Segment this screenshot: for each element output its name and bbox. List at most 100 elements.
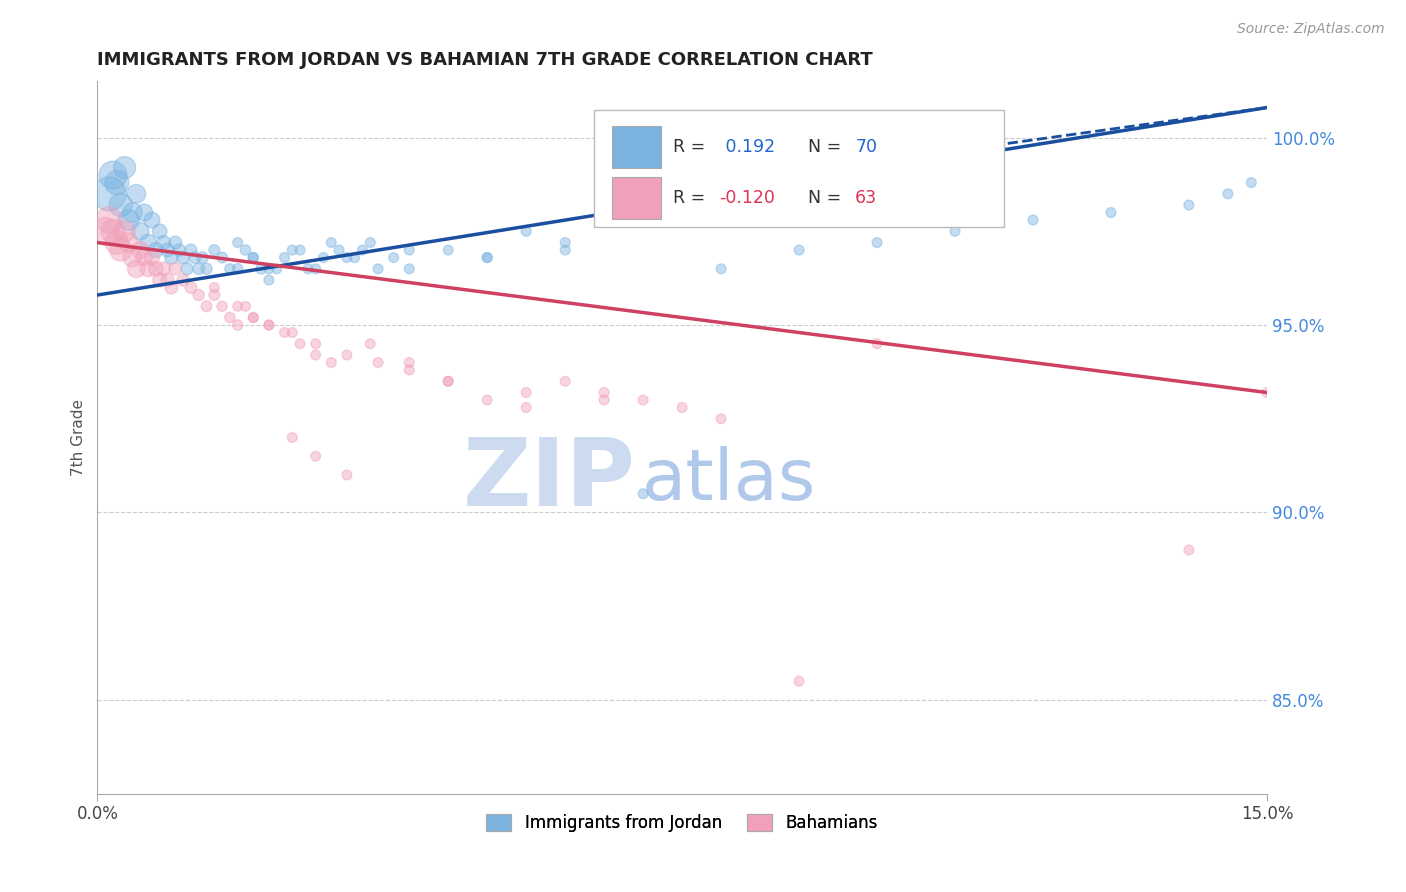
Point [160,251,183,265]
Point [165,261,187,276]
Point [110,198,132,212]
Point [515,401,537,415]
Point [180,243,202,257]
Text: IMMIGRANTS FROM JORDAN VS BAHAMIAN 7TH GRADE CORRELATION CHART: IMMIGRANTS FROM JORDAN VS BAHAMIAN 7TH G… [97,51,873,69]
Point [477,392,499,407]
Point [242,310,264,325]
Point [202,288,225,302]
Point [134,205,156,219]
Point [1216,186,1239,201]
Point [328,243,350,257]
Point [176,261,198,276]
Point [121,251,143,265]
Point [359,336,381,351]
Y-axis label: 7th Grade: 7th Grade [72,399,86,476]
Point [187,261,209,276]
Point [160,280,183,294]
Point [136,261,159,276]
Point [257,273,280,287]
Point [1240,176,1263,190]
Text: 63: 63 [855,188,877,207]
Point [398,243,420,257]
Point [257,318,280,332]
Text: N =: N = [797,137,846,156]
Text: Source: ZipAtlas.com: Source: ZipAtlas.com [1237,22,1385,37]
Point [117,213,139,227]
Point [235,243,257,257]
Point [114,224,136,238]
Point [156,243,179,257]
Point [129,224,152,238]
Point [195,299,218,313]
Point [242,251,264,265]
Point [321,235,343,250]
Point [202,280,225,294]
Point [398,261,420,276]
Point [172,251,194,265]
Point [167,243,190,257]
Point [211,251,233,265]
Point [202,243,225,257]
Point [281,430,304,444]
Text: 70: 70 [855,137,877,156]
Point [257,318,280,332]
FancyBboxPatch shape [612,177,661,219]
FancyBboxPatch shape [612,126,661,168]
Point [1256,385,1278,400]
Point [242,310,264,325]
Point [787,674,810,689]
Point [191,251,214,265]
Point [145,243,167,257]
Point [101,168,124,182]
Point [866,235,889,250]
Point [305,449,328,463]
Point [180,280,202,294]
Point [943,224,966,238]
Point [398,355,420,369]
Point [437,374,460,388]
Point [226,299,249,313]
Point [98,186,121,201]
Point [110,243,132,257]
Point [149,224,172,238]
Point [184,251,207,265]
Text: R =: R = [672,188,710,207]
Point [94,224,117,238]
Text: R =: R = [672,137,710,156]
Point [367,355,389,369]
Point [281,243,304,257]
Point [141,213,163,227]
Point [367,261,389,276]
Point [593,385,616,400]
Point [266,261,288,276]
Point [105,235,128,250]
Point [141,251,163,265]
Point [554,243,576,257]
Point [1022,213,1045,227]
Point [152,261,174,276]
Text: N =: N = [797,188,846,207]
Point [250,261,273,276]
Point [554,235,576,250]
Point [105,176,128,190]
Point [226,318,249,332]
Point [149,273,172,287]
Point [1178,543,1201,558]
Point [305,336,328,351]
Point [288,243,311,257]
Legend: Immigrants from Jordan, Bahamians: Immigrants from Jordan, Bahamians [479,807,884,838]
Point [145,261,167,276]
Text: ZIP: ZIP [463,434,636,526]
Point [211,299,233,313]
Point [117,235,139,250]
Point [172,273,194,287]
Point [631,487,654,501]
Point [257,261,280,276]
Point [101,224,124,238]
Point [281,326,304,340]
Point [235,299,257,313]
Point [437,243,460,257]
Point [273,326,295,340]
Text: atlas: atlas [641,446,815,515]
Point [336,468,359,483]
